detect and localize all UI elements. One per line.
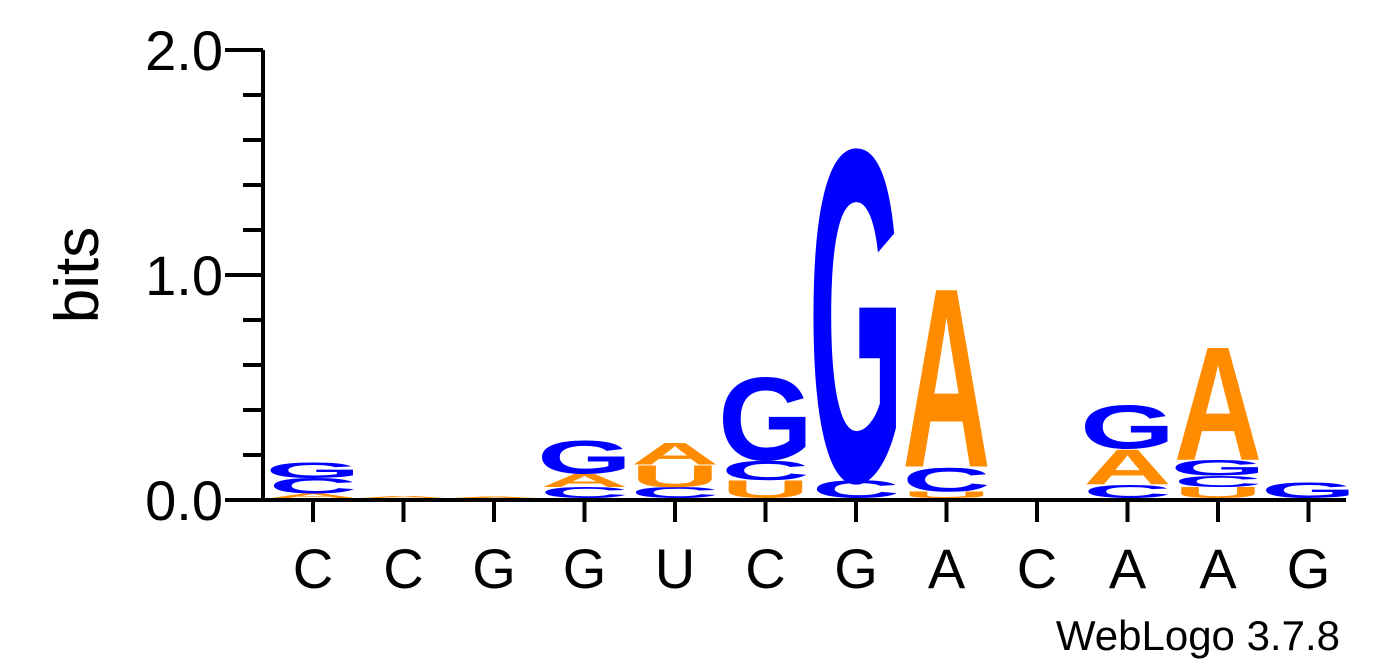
stack-8: UCA	[902, 234, 990, 521]
stack-2: A	[359, 495, 447, 498]
logo-letter-A: A	[269, 492, 357, 499]
x-tick-label: A	[1109, 537, 1147, 600]
x-tick-label: G	[563, 537, 607, 600]
stack-10: CAG	[1080, 392, 1175, 502]
x-tick-label: C	[383, 537, 423, 600]
logo-letter-A: A	[359, 495, 447, 498]
logo-letter-C: C	[1174, 473, 1262, 490]
stack-12: G	[1261, 478, 1356, 502]
logo-letter-A: A	[1174, 314, 1262, 495]
y-tick-label: 0.0	[145, 469, 223, 532]
stack-7: CG	[808, 51, 903, 581]
logo-letter-G: G	[1170, 456, 1265, 480]
x-tick-label: U	[655, 537, 695, 600]
stack-3: A	[450, 497, 538, 499]
logo-letter-U: U	[902, 490, 990, 500]
logo-letter-G: G	[808, 51, 903, 581]
x-tick-label: C	[745, 537, 785, 600]
stack-5: CUA	[631, 436, 719, 502]
logo-letter-A: A	[1083, 439, 1171, 495]
logo-letter-G: G	[1261, 478, 1356, 502]
x-tick-label: G	[834, 537, 878, 600]
x-tick-label: A	[1199, 537, 1237, 600]
x-tick-label: C	[293, 537, 333, 600]
logo-letter-A: A	[540, 470, 628, 491]
logo-letter-G: G	[265, 458, 360, 482]
x-tick-label: G	[1287, 537, 1331, 600]
y-axis: 0.0 1.0 2.0	[145, 19, 265, 532]
logo-letter-G: G	[537, 431, 632, 484]
logo-letter-U: U	[721, 475, 809, 503]
x-tick-label: C	[1017, 537, 1057, 600]
logo-letter-A: A	[902, 234, 990, 521]
logo-letter-C: C	[631, 484, 719, 501]
logo-letter-C: C	[902, 461, 990, 499]
x-tick-label: A	[928, 537, 966, 600]
logo-letter-U: U	[631, 458, 719, 493]
logo-letter-C: C	[269, 474, 357, 498]
logo-letter-G: G	[1080, 392, 1175, 462]
y-tick-label: 1.0	[145, 244, 223, 307]
logo-letter-A: A	[450, 497, 538, 499]
logo-letter-U: U	[1174, 484, 1262, 501]
weblogo-credit: WebLogo 3.7.8	[1056, 612, 1340, 659]
logo-letter-C: C	[1083, 481, 1171, 502]
logo-letter-C: C	[540, 484, 628, 501]
y-tick-label: 2.0	[145, 19, 223, 82]
y-axis-label: bits	[43, 227, 112, 323]
logo-letter-C: C	[812, 475, 900, 503]
logo-letter-A: A	[631, 436, 719, 471]
logo-letter-G: G	[718, 352, 813, 485]
logo-letter-C: C	[721, 455, 809, 486]
stack-6: UCG	[718, 352, 813, 503]
x-tick-label: G	[472, 537, 516, 600]
stack-4: CAG	[537, 431, 632, 502]
stack-1: ACG	[265, 458, 360, 499]
